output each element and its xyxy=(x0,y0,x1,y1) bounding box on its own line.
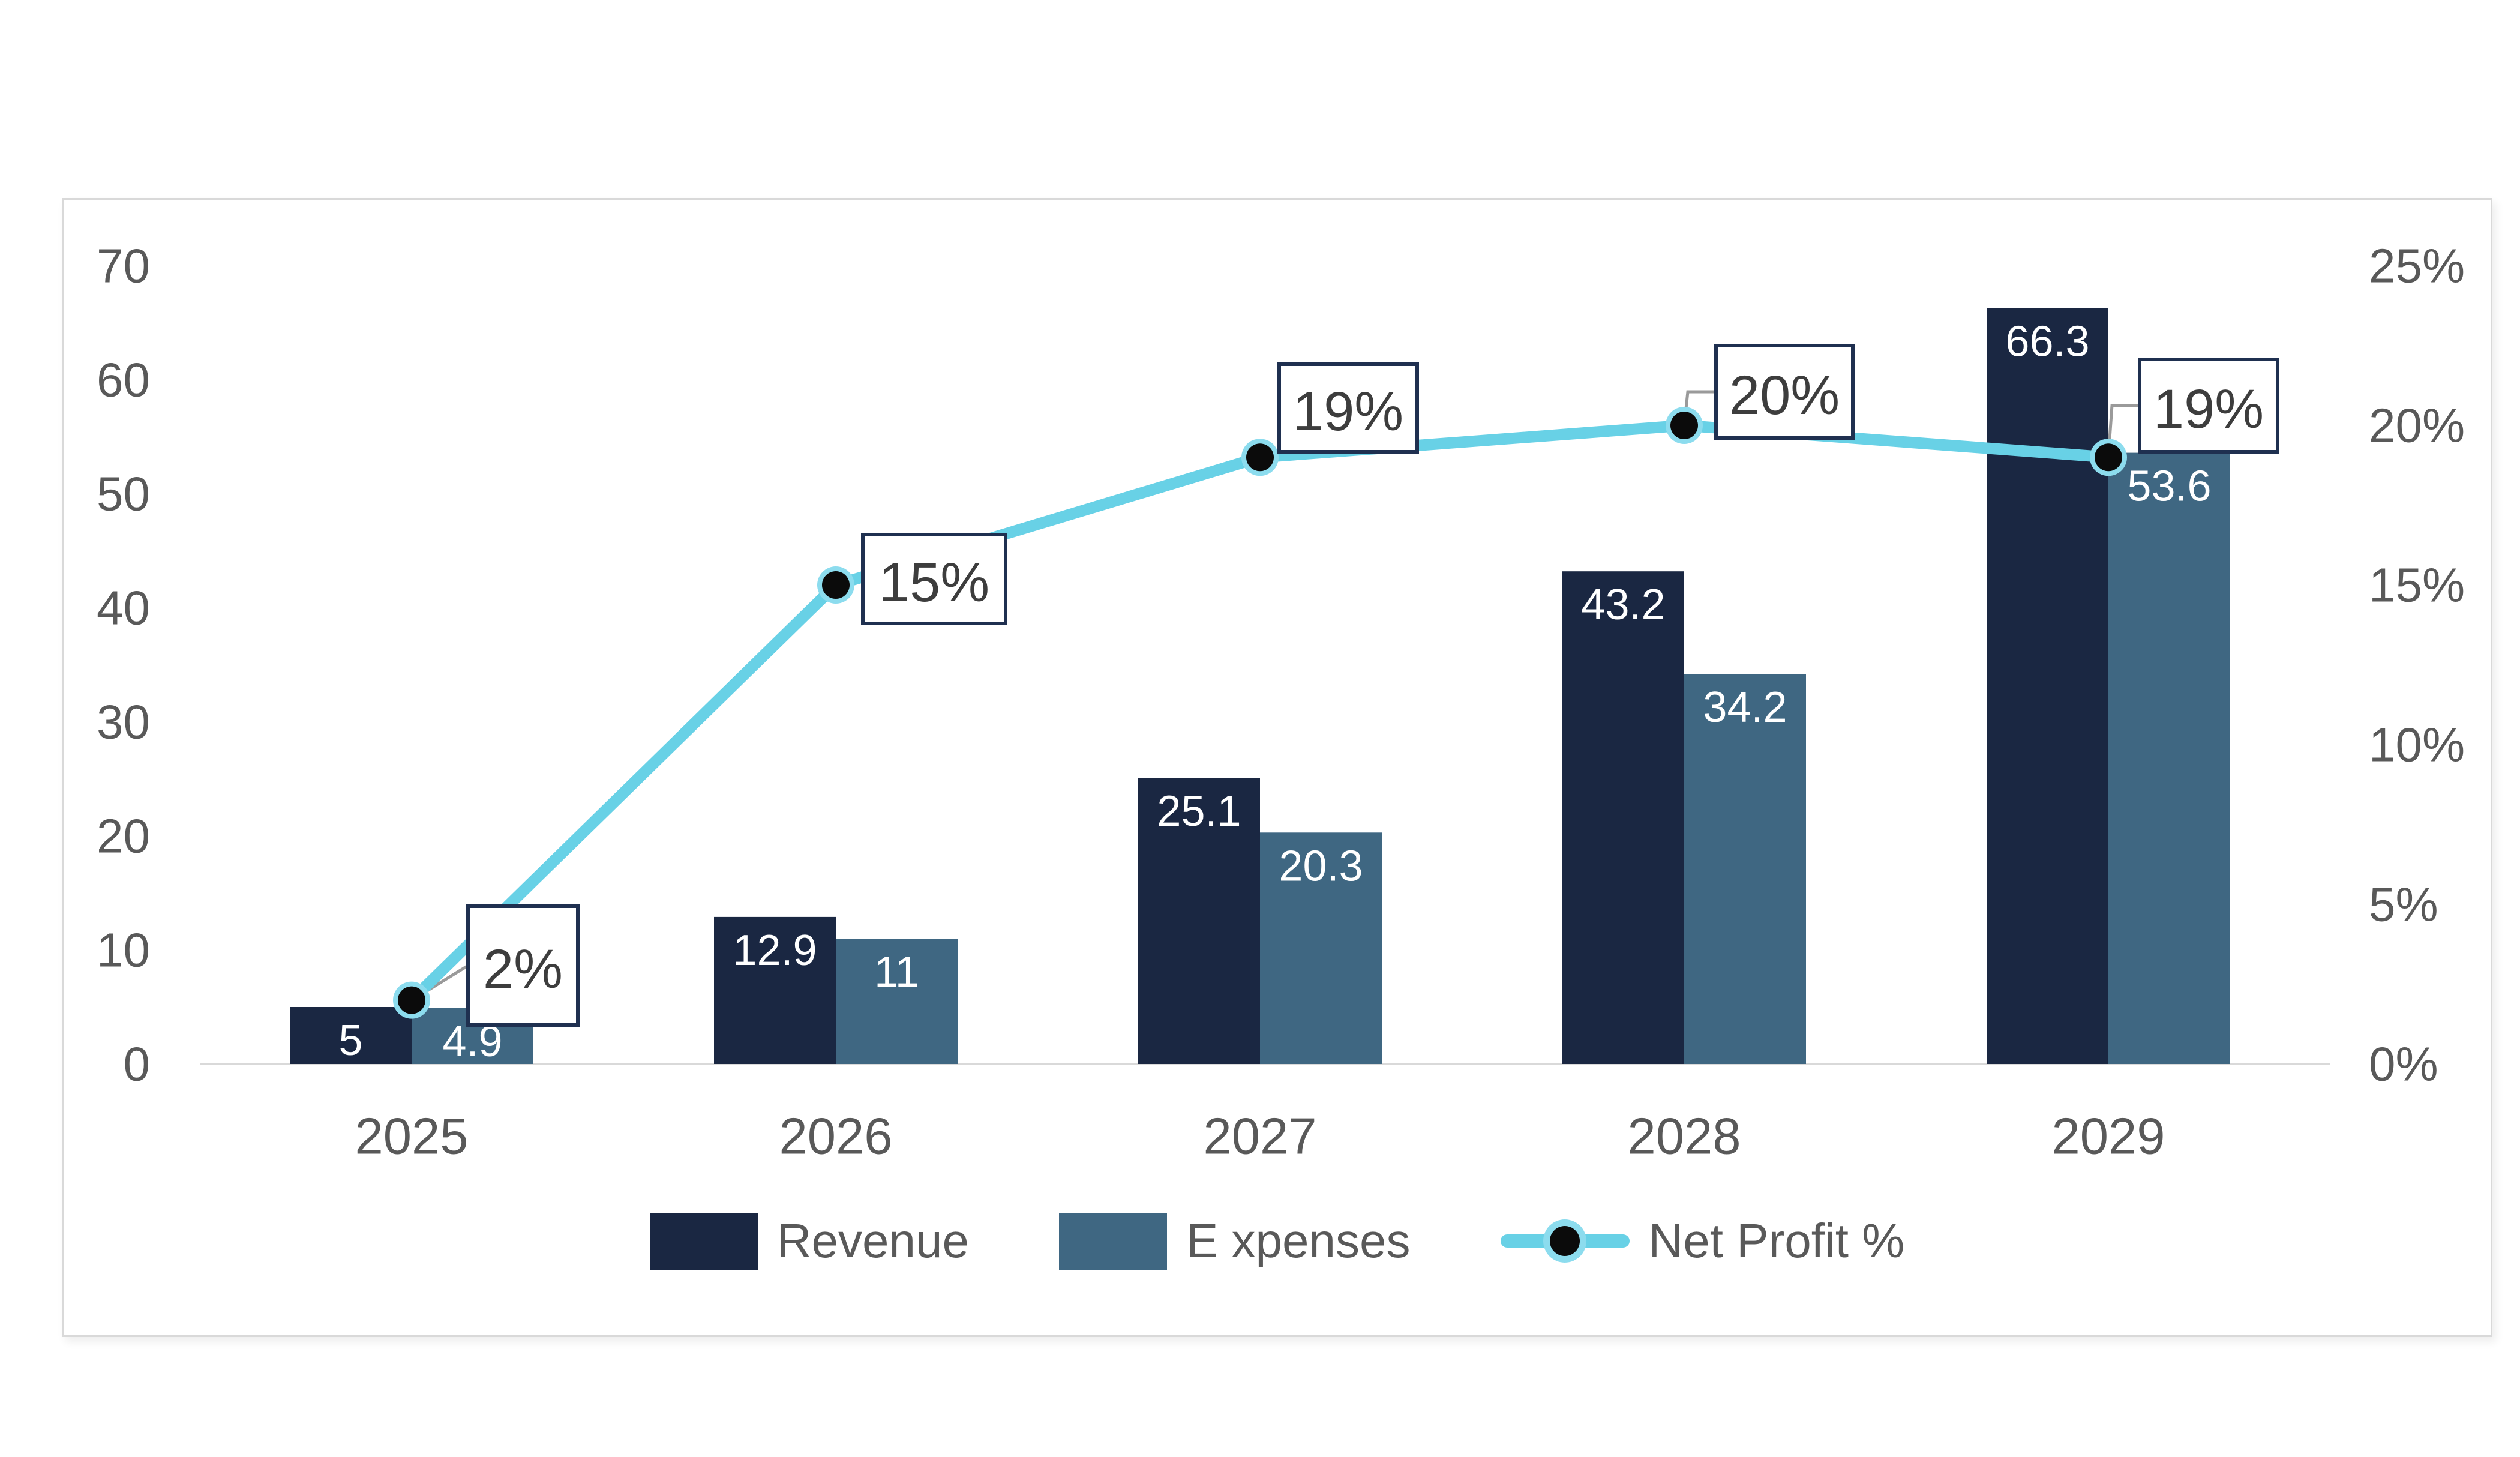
net-profit-callout-label-2025: 2% xyxy=(483,939,563,1000)
net-profit-legend-dot-icon xyxy=(1550,1226,1580,1256)
revenue-bar-label-2027: 25.1 xyxy=(1157,787,1241,835)
category-label-2029: 2029 xyxy=(2051,1108,2165,1165)
category-label-2026: 2026 xyxy=(779,1108,892,1165)
net-profit-marker-2028 xyxy=(1670,412,1698,439)
expenses-bar-label-2029: 53.6 xyxy=(2127,463,2211,511)
category-label-2025: 2025 xyxy=(355,1108,468,1165)
legend-label-net-profit: Net Profit % xyxy=(1648,1214,1905,1267)
left-axis-tick: 40 xyxy=(97,581,150,635)
revenue-bar-2025 xyxy=(290,1007,412,1064)
expenses-bar-2029 xyxy=(2108,452,2230,1064)
revenue-bar-label-2025: 5 xyxy=(338,1017,362,1065)
revenue-bar-label-2028: 43.2 xyxy=(1581,581,1665,629)
left-axis-tick: 30 xyxy=(97,695,150,749)
legend-item-expenses: E xpenses xyxy=(1058,1212,1411,1270)
expenses-bar-2026 xyxy=(836,939,958,1064)
category-label-2027: 2027 xyxy=(1203,1108,1316,1165)
expenses-legend-swatch xyxy=(1058,1212,1167,1270)
legend-item-net-profit: Net Profit % xyxy=(1500,1208,1905,1274)
revenue-bar-2026 xyxy=(714,916,836,1064)
right-axis-tick: 0% xyxy=(2369,1038,2438,1091)
right-axis-tick: 10% xyxy=(2369,718,2465,772)
net-profit-callout-box-2028 xyxy=(1714,344,1855,440)
left-axis-tick: 0 xyxy=(124,1038,151,1091)
net-profit-callout-label-2027: 19% xyxy=(1293,381,1403,442)
revenue-bar-label-2029: 66.3 xyxy=(2005,317,2089,365)
legend-label-revenue: Revenue xyxy=(776,1214,969,1267)
expenses-bar-label-2028: 34.2 xyxy=(1703,683,1787,732)
net-profit-callout-box-2029 xyxy=(2138,358,2279,454)
expenses-bar-2028 xyxy=(1684,674,1806,1064)
right-axis-tick: 20% xyxy=(2369,399,2465,452)
net-profit-callout-label-2028: 20% xyxy=(1729,365,1840,426)
net-profit-marker-2027 xyxy=(1246,443,1274,472)
revenue-bar-2027 xyxy=(1138,778,1260,1064)
net-profit-marker-2029 xyxy=(2095,443,2122,472)
left-axis-tick: 70 xyxy=(97,239,150,293)
right-axis-tick: 15% xyxy=(2369,559,2465,612)
left-axis-tick: 10 xyxy=(97,924,150,977)
revenue-bar-2028 xyxy=(1562,571,1684,1064)
legend: Revenue E xpenses Net Profit % xyxy=(64,1193,2491,1289)
left-axis-tick: 60 xyxy=(97,353,150,407)
revenue-bar-2029 xyxy=(1987,308,2108,1064)
revenue-legend-swatch xyxy=(649,1212,758,1270)
expenses-bar-label-2026: 11 xyxy=(874,948,919,996)
net-profit-callout-label-2029: 19% xyxy=(2153,379,2264,440)
legend-item-revenue: Revenue xyxy=(649,1212,969,1270)
right-axis-tick: 25% xyxy=(2369,239,2465,293)
net-profit-callout-box-2025 xyxy=(466,904,580,1027)
left-axis-tick: 20 xyxy=(97,810,150,863)
combo-chart: 70 60 50 40 30 20 10 0 25% 20% 15% 10% 5% 0% 2025 2026 2… xyxy=(97,239,2465,1165)
net-profit-marker-2025 xyxy=(398,986,425,1014)
net-profit-marker-2026 xyxy=(822,571,850,599)
net-profit-legend-line-marker xyxy=(1500,1208,1630,1274)
expenses-bar-2027 xyxy=(1260,832,1382,1064)
expenses-bar-label-2027: 20.3 xyxy=(1279,842,1363,890)
net-profit-callout-box-2027 xyxy=(1277,362,1419,454)
right-axis-tick: 5% xyxy=(2369,878,2438,931)
category-label-2028: 2028 xyxy=(1627,1108,1741,1165)
legend-label-expenses: E xpenses xyxy=(1186,1214,1411,1267)
left-axis-tick: 50 xyxy=(97,467,150,521)
net-profit-callout-box-2026 xyxy=(861,533,1007,625)
revenue-bar-label-2026: 12.9 xyxy=(733,927,817,975)
chart-card: 70 60 50 40 30 20 10 0 25% 20% 15% 10% 5% 0% 2025 2026 2… xyxy=(62,198,2492,1337)
net-profit-callout-label-2026: 15% xyxy=(879,552,989,613)
